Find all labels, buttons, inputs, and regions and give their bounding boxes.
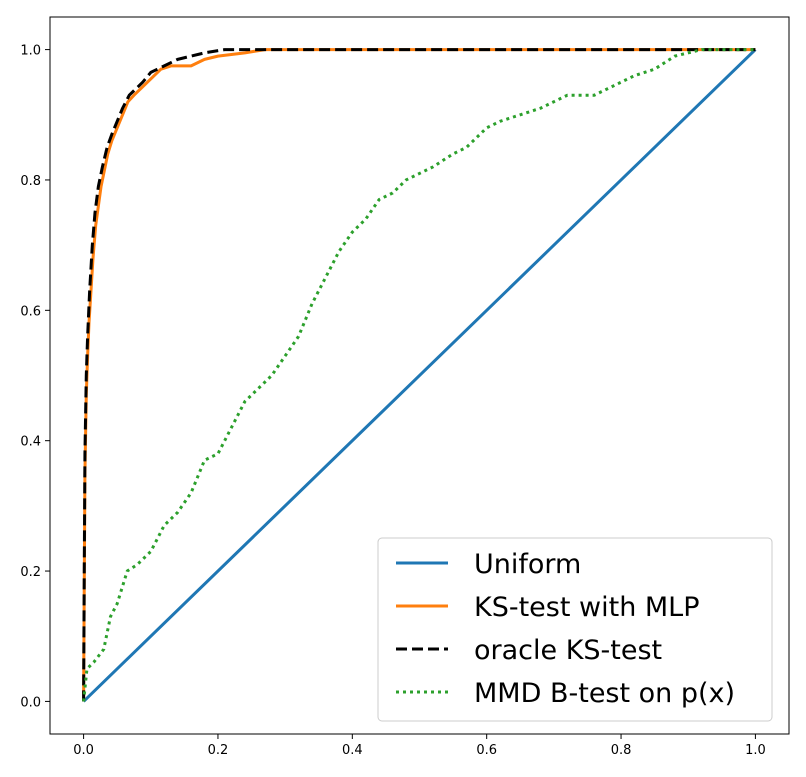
plot-frame [49,16,790,735]
series-line-2 [82,48,756,702]
y-tick-label-2: 0.4 [20,435,41,450]
legend-label-uniform: Uniform [474,549,581,580]
x-tick-label-5: 1.0 [745,743,766,758]
y-tick-label-3: 0.6 [20,304,41,319]
x-tick-label-2: 0.4 [342,743,363,758]
legend-label-oracle: oracle KS-test [474,635,662,666]
ticks-layer: 0.0 0.2 0.4 0.6 0.8 1.0 0.0 0.2 0.4 0.6 0.8 1.0 [20,44,765,758]
series-line-0 [82,48,757,703]
x-tick-label-0: 0.0 [73,743,94,758]
legend-label-mmd: MMD B-test on p(x) [474,678,735,709]
series-line-1 [82,48,756,702]
y-tick-label-4: 0.8 [20,174,41,189]
series-layer [82,48,757,703]
y-tick-label-0: 0.0 [20,695,41,710]
y-tick-label-5: 1.0 [20,44,41,59]
x-tick-label-1: 0.2 [208,743,229,758]
x-tick-label-4: 0.8 [611,743,632,758]
series-line-3 [82,48,756,702]
x-tick-label-3: 0.6 [476,743,497,758]
y-tick-label-1: 0.2 [20,565,41,580]
legend: Uniform KS-test with MLP oracle KS-test … [377,537,773,722]
legend-label-ks-mlp: KS-test with MLP [474,592,700,623]
legend-box [377,537,773,722]
